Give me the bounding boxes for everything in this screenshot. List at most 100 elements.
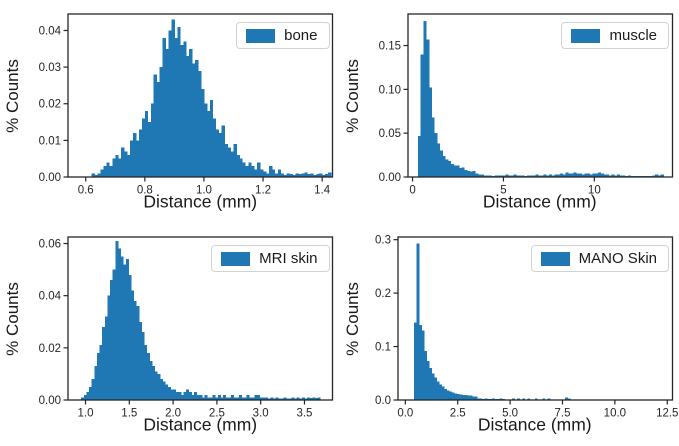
histogram-bar — [292, 175, 296, 177]
histogram-bar — [474, 173, 478, 177]
histogram-bar — [461, 167, 465, 177]
histogram-bar — [149, 360, 153, 400]
histogram-bar — [309, 397, 313, 400]
x-tick-label: 1.4 — [314, 185, 331, 197]
histogram-bar — [115, 155, 119, 177]
histogram-bar — [472, 170, 476, 177]
histogram-bar — [488, 175, 492, 177]
histogram-bar — [99, 345, 103, 400]
legend-label: MANO Skin — [578, 250, 657, 267]
histogram-bar — [167, 386, 171, 400]
histogram-bar — [466, 395, 470, 400]
histogram-bar — [156, 81, 160, 177]
histogram-bar — [564, 172, 568, 177]
x-axis-label: Distance (mm) — [143, 191, 258, 212]
histogram-bar — [518, 175, 522, 177]
y-tick-label: 0.0 — [375, 395, 391, 407]
histogram-bar — [209, 100, 214, 177]
histogram-bar — [97, 173, 101, 177]
histogram-plot-bone: 0.6 0.8 1.0 1.2 1.4 0.00 0.01 0.02 0.03 0.04 — [39, 13, 334, 197]
histogram-bar — [195, 59, 199, 177]
y-tick-label: 0.02 — [39, 343, 61, 355]
histogram-bar — [206, 111, 211, 177]
histogram-bar — [458, 168, 462, 177]
histogram-bar — [319, 173, 323, 177]
histogram-bar — [423, 350, 427, 400]
histogram-bar — [295, 173, 299, 177]
histogram-bar — [236, 397, 240, 400]
legend-label: MRI skin — [259, 250, 318, 267]
histogram-bar — [436, 381, 440, 400]
histogram-bar — [131, 290, 135, 400]
histogram-bar — [117, 248, 121, 400]
histogram-bar — [115, 240, 119, 400]
histogram-bar — [534, 174, 538, 177]
histogram-bar — [510, 175, 514, 177]
histogram-bar — [312, 397, 316, 400]
histogram-bar — [526, 175, 530, 177]
panel-mano-skin: 0.0 2.5 5.0 7.5 10.0 12.5 0.0 0.1 0.2 0.3 % Count… — [340, 223, 679, 446]
histogram-bar — [207, 397, 211, 400]
legend-label: muscle — [609, 27, 657, 44]
histogram-bar — [496, 175, 500, 177]
histogram-bar — [484, 398, 487, 400]
histogram-bar — [443, 388, 447, 400]
histogram-bar — [227, 147, 231, 177]
histogram-bar — [123, 264, 127, 400]
histogram-bar — [228, 397, 232, 400]
x-tick-label: 0.8 — [137, 185, 153, 197]
histogram-bar — [516, 398, 520, 400]
histogram-bar — [230, 151, 234, 177]
histogram-bar — [660, 174, 664, 177]
histogram-bar — [110, 280, 114, 400]
axes-spines — [67, 236, 334, 401]
histogram-bar — [458, 394, 462, 400]
histogram-bar — [553, 174, 557, 177]
histogram-bar — [452, 165, 457, 177]
histogram-bar — [170, 389, 174, 400]
histogram-bar — [249, 397, 253, 400]
histogram-bar — [165, 384, 169, 400]
histogram-bar — [242, 162, 246, 177]
histogram-bar — [165, 48, 169, 177]
histogram-bar — [248, 162, 252, 177]
histogram-bar — [512, 174, 517, 177]
histogram-bar — [120, 256, 124, 400]
histogram-bar — [325, 174, 329, 177]
histogram-bar — [307, 397, 311, 400]
histogram-bar — [133, 133, 137, 177]
legend-label: bone — [284, 27, 318, 44]
histogram-bar — [209, 397, 213, 400]
histogram-bar — [239, 158, 243, 177]
histogram-bar — [192, 63, 196, 178]
histogram-bar — [473, 396, 477, 400]
histogram-bar — [171, 19, 175, 177]
histogram-bar — [202, 397, 205, 400]
histogram-bar — [657, 175, 661, 177]
histogram-bar — [428, 367, 432, 400]
legend: MRI skin — [211, 245, 330, 272]
histogram-bar — [144, 345, 148, 400]
histogram-bar — [556, 174, 560, 177]
histogram-bar — [147, 122, 152, 177]
histogram-bar — [301, 397, 305, 400]
legend-swatch-icon — [540, 251, 570, 266]
histogram-bar — [89, 386, 92, 400]
histogram-bar — [144, 111, 149, 177]
histogram-bar — [296, 397, 300, 400]
histogram-bar — [469, 171, 473, 177]
histogram-bar — [564, 397, 568, 400]
histogram-plot-muscle: 0 5 10 0.00 0.05 0.10 0.15 — [378, 13, 673, 197]
histogram-bar — [438, 384, 442, 400]
histogram-bar — [217, 394, 221, 400]
histogram-bar — [541, 398, 545, 400]
x-axis-label: Distance (mm) — [482, 191, 597, 212]
histogram-bar — [476, 398, 480, 400]
histogram-bar — [466, 170, 470, 177]
histogram-bar — [183, 392, 187, 400]
histogram-bar — [317, 397, 321, 400]
histogram-bar — [225, 397, 229, 400]
histogram-bar — [180, 394, 184, 400]
histogram-bar — [575, 173, 579, 177]
histogram-bar — [106, 162, 110, 177]
